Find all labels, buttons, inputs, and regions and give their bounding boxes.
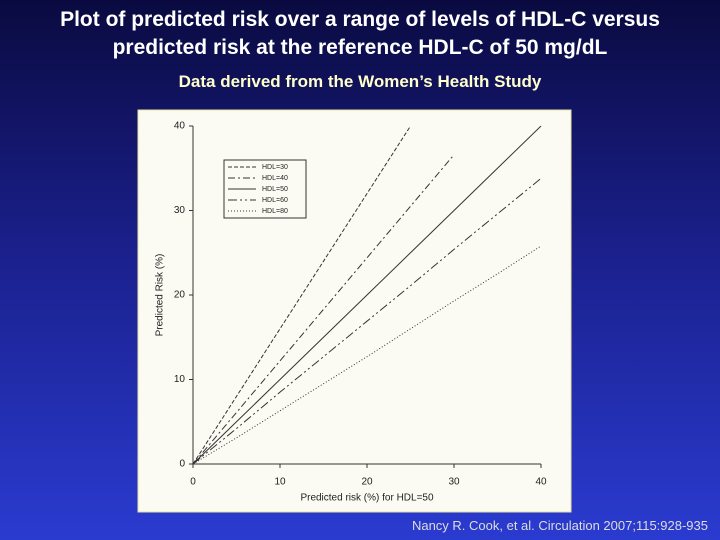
x-axis-label: Predicted risk (%) for HDL=50 <box>300 493 434 504</box>
y-tick-label: 30 <box>174 205 186 216</box>
y-tick-label: 10 <box>174 374 186 385</box>
x-tick-label: 10 <box>274 477 286 488</box>
line <box>192 178 542 465</box>
legend-label: HDL=40 <box>262 175 288 182</box>
legend-label: HDL=50 <box>262 186 288 193</box>
citation: Nancy R. Cook, et al. Circulation 2007;1… <box>411 518 708 533</box>
chart-panel <box>137 109 572 513</box>
line <box>192 125 542 465</box>
x-tick-label: 0 <box>190 477 196 488</box>
legend-label: HDL=80 <box>262 208 288 215</box>
y-tick-label: 20 <box>174 290 186 301</box>
legend-label: HDL=60 <box>262 197 288 204</box>
line <box>192 125 411 465</box>
legend-label: HDL=30 <box>262 164 288 171</box>
slide-subtitle: Data derived from the Women’s Health Stu… <box>178 72 542 91</box>
y-tick-label: 40 <box>174 121 186 132</box>
x-tick-label: 30 <box>448 477 460 488</box>
y-tick-label: 0 <box>179 459 185 470</box>
slide-title: Plot of predicted risk over a range of l… <box>60 8 660 59</box>
x-tick-label: 40 <box>535 477 547 488</box>
x-tick-label: 20 <box>361 477 373 488</box>
y-axis-label: Predicted Risk (%) <box>155 254 166 337</box>
line <box>192 245 542 465</box>
